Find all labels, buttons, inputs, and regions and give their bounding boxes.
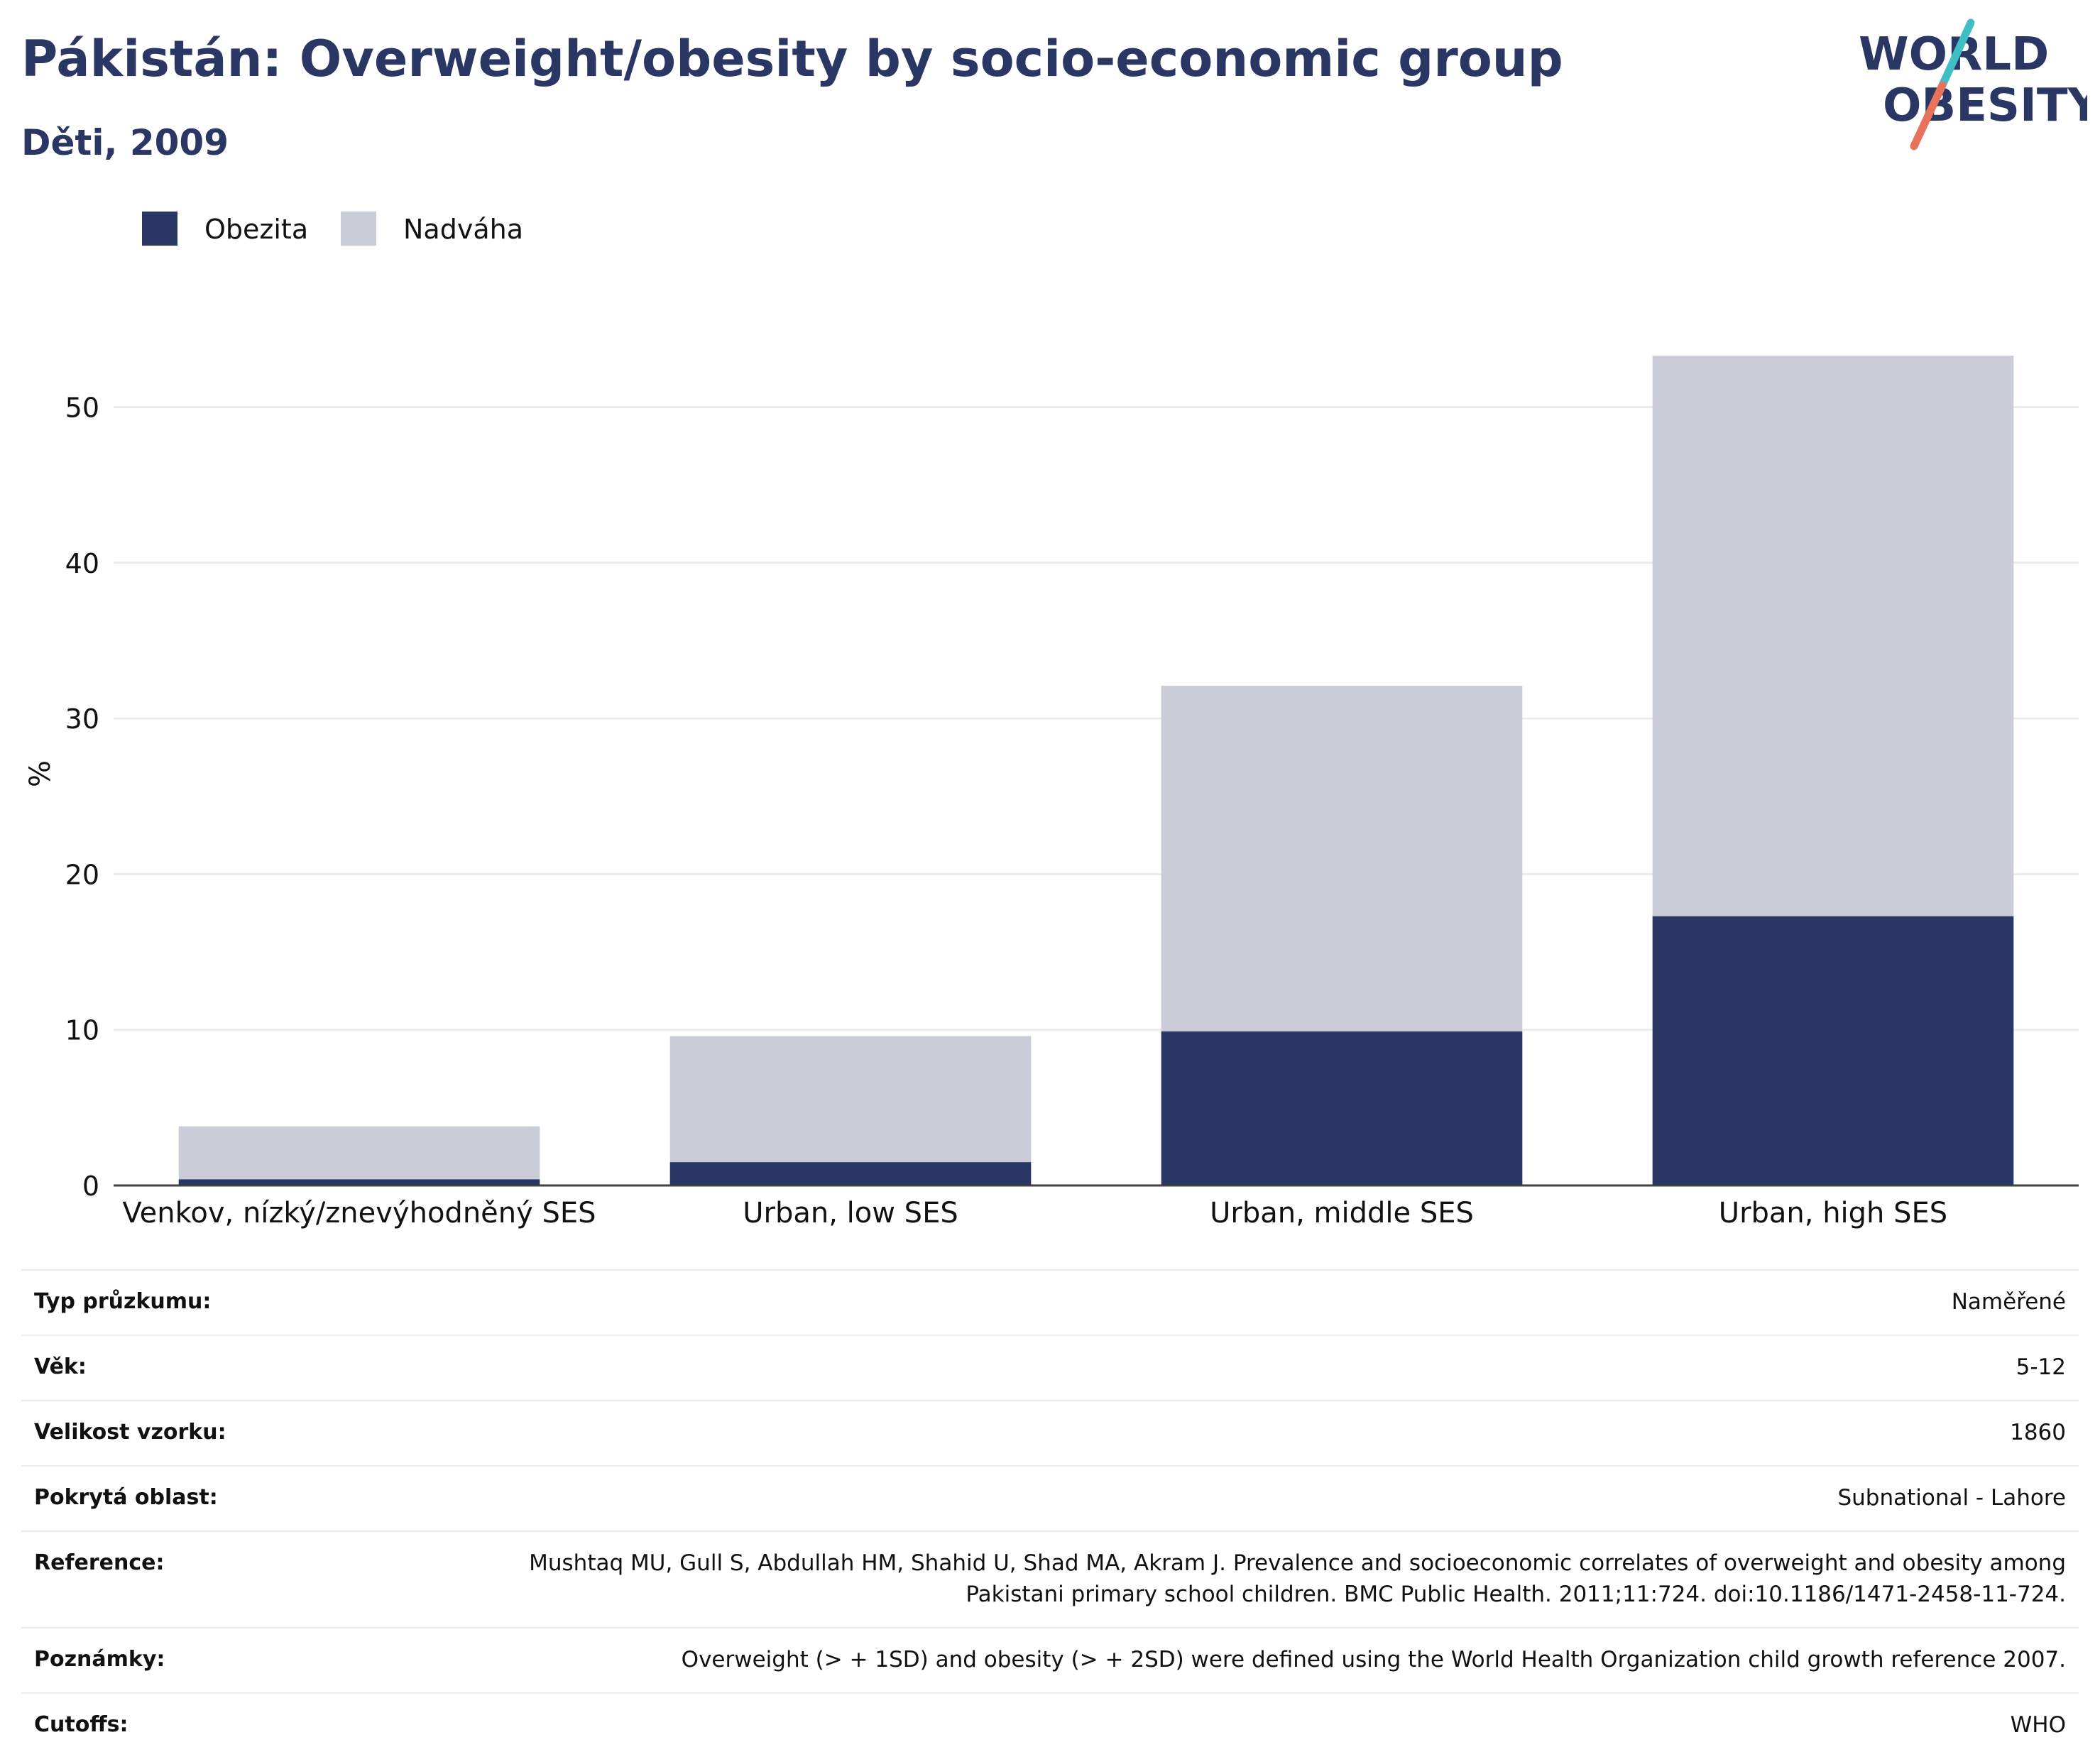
x-tick-label: Venkov, nízký/znevýhodněný SES [122,1197,596,1230]
meta-value: 5-12 [2016,1354,2066,1380]
y-tick-label: 20 [65,859,99,890]
y-tick-label: 10 [65,1015,99,1046]
survey-details-table: Typ průzkumu: Naměřené Věk: 5-12 Velikost vz… [21,1269,2079,1747]
meta-value: Naměřené [1951,1289,2066,1315]
meta-row: Reference: Mushtaq MU, Gull S, Abdullah H… [21,1532,2079,1628]
world-obesity-logo: WORLD OBESITY [1859,18,2087,150]
bar-nadváha-3 [1652,356,2014,916]
x-tick-label: Urban, middle SES [1210,1197,1474,1230]
meta-row: Typ průzkumu: Naměřené [21,1271,2079,1336]
bar-nadváha-1 [669,1036,1032,1163]
bar-nadváha-2 [1161,686,1523,1031]
meta-row: Pokrytá oblast: Subnational - Lahore [21,1467,2079,1532]
logo-line-2: OBESITY [1883,80,2087,132]
legend-label-nadváha: Nadváha [403,214,523,245]
meta-key: Cutoffs: [34,1712,128,1737]
meta-key: Poznámky: [34,1647,165,1672]
y-tick-label: 30 [65,703,99,735]
bar-obezita-3 [1652,916,2014,1185]
legend-label-obezita: Obezita [204,214,308,245]
x-tick-label: Urban, high SES [1719,1197,1947,1230]
meta-row: Velikost vzorku: 1860 [21,1401,2079,1467]
y-axis-label: % [24,760,57,787]
legend-swatch-nadváha [341,212,376,246]
bar-obezita-0 [178,1179,540,1185]
y-tick-label: 50 [65,393,99,424]
meta-value: Overweight (> + 1SD) and obesity (> + 2S… [681,1647,2066,1672]
x-axis-ticks: Venkov, nízký/znevýhodněný SES Urban, low… [122,1197,1947,1230]
bar-nadváha-0 [178,1126,540,1180]
bar-obezita-2 [1161,1031,1523,1185]
meta-value: WHO [2010,1712,2066,1738]
logo-slash-bottom [1910,81,1947,150]
y-tick-label: 0 [82,1171,99,1202]
meta-row: Cutoffs: WHO [21,1694,2079,1747]
meta-row: Poznámky: Overweight (> + 1SD) and obesit… [21,1628,2079,1694]
meta-key: Typ průzkumu: [34,1289,212,1314]
meta-row: Věk: 5-12 [21,1336,2079,1401]
y-axis-ticks: 0 10 20 30 40 50 [65,393,99,1202]
meta-key: Pokrytá oblast: [34,1485,218,1510]
bars [178,356,2014,1185]
meta-value: 1860 [2010,1420,2066,1445]
meta-value: Mushtaq MU, Gull S, Abdullah HM, Shahid … [529,1550,2066,1607]
legend: Obezita Nadváha [142,212,523,246]
y-tick-label: 40 [65,548,99,579]
logo-slash-top [1938,18,1975,89]
meta-key: Reference: [34,1550,165,1575]
bar-obezita-1 [669,1162,1032,1185]
x-tick-label: Urban, low SES [743,1197,958,1230]
stacked-bar-chart: Obezita Nadváha 0 10 20 30 40 50 Venkov, nízký… [24,212,2079,1230]
meta-key: Věk: [34,1354,87,1379]
page-title: Pákistán: Overweight/obesity by socio-ec… [21,30,1563,88]
page-subtitle: Děti, 2009 [21,122,229,163]
legend-swatch-obezita [142,212,177,246]
meta-value: Subnational - Lahore [1837,1485,2066,1511]
meta-key: Velikost vzorku: [34,1420,226,1445]
